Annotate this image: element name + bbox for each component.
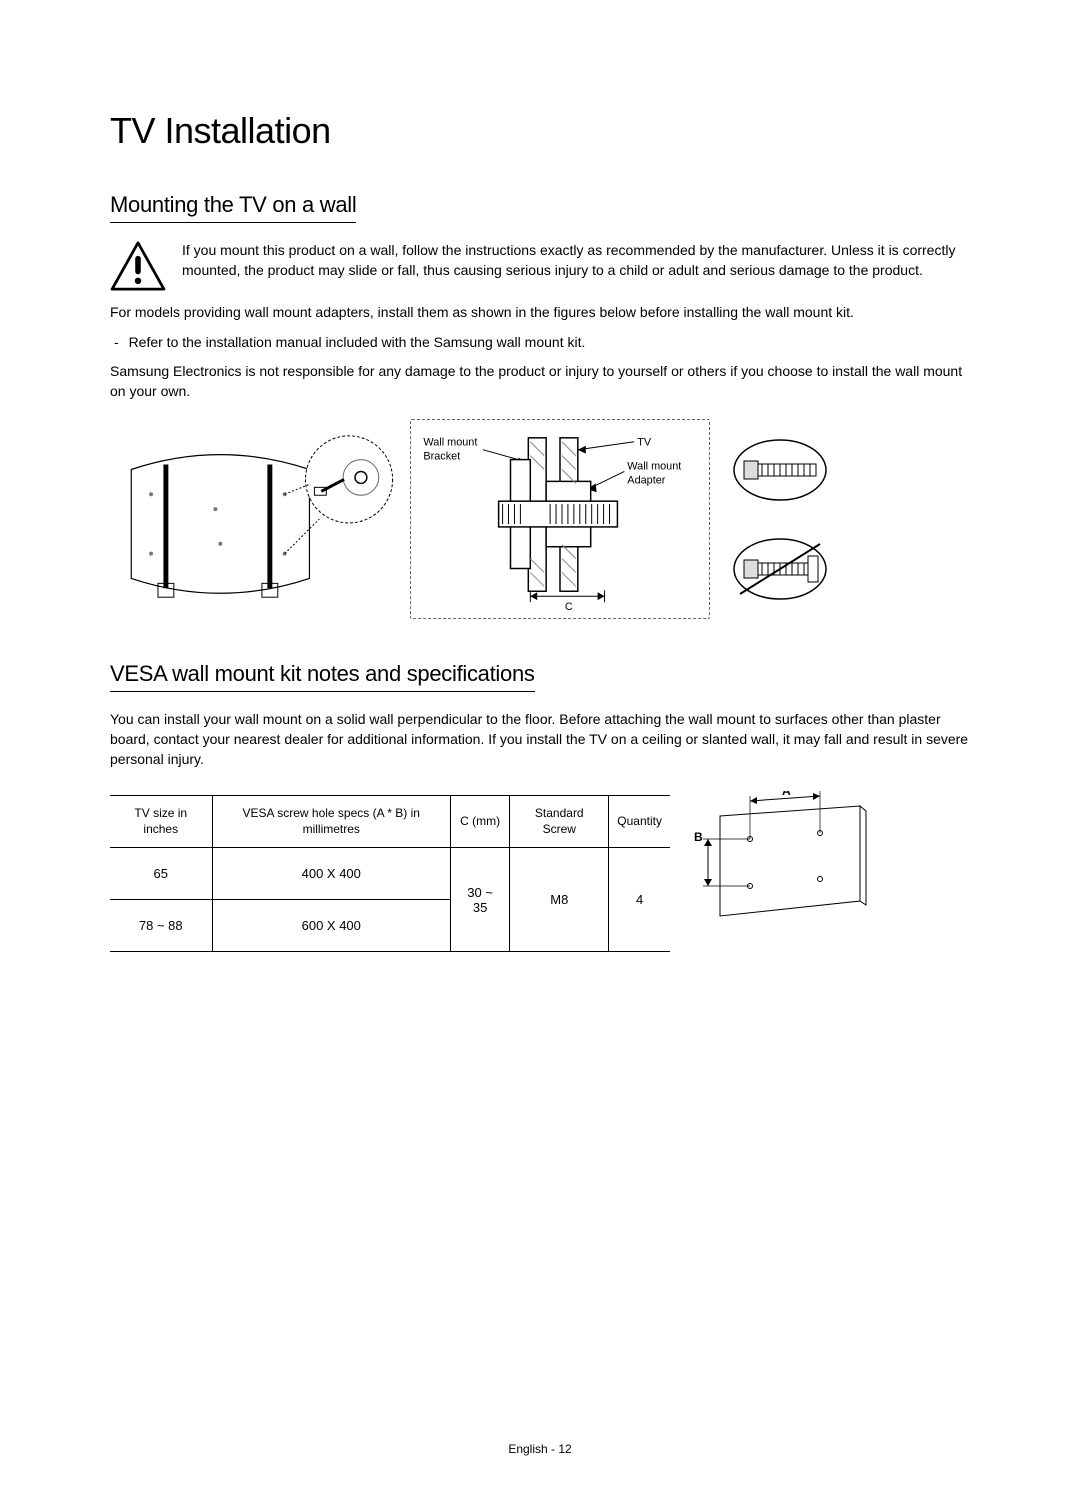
svg-text:Adapter: Adapter bbox=[627, 475, 665, 487]
cell-cmm: 30 ~ 35 bbox=[450, 848, 509, 952]
label-wall-mount-bracket: Wall mount bbox=[423, 437, 477, 449]
bullet-manual: Refer to the installation manual include… bbox=[110, 333, 970, 353]
warning-text: If you mount this product on a wall, fol… bbox=[182, 241, 970, 280]
vesa-ab-diagram-icon: A B bbox=[690, 791, 870, 921]
para-adapters: For models providing wall mount adapters… bbox=[110, 303, 970, 323]
cell-size-0: 65 bbox=[110, 848, 212, 900]
table-header-row: TV size in inches VESA screw hole specs … bbox=[110, 796, 670, 848]
cell-spec-0: 400 X 400 bbox=[212, 848, 450, 900]
cell-spec-1: 600 X 400 bbox=[212, 900, 450, 952]
th-size: TV size in inches bbox=[110, 796, 212, 848]
th-cmm: C (mm) bbox=[450, 796, 509, 848]
vesa-table: TV size in inches VESA screw hole specs … bbox=[110, 795, 670, 952]
warning-block: If you mount this product on a wall, fol… bbox=[110, 241, 970, 291]
section-mounting-heading: Mounting the TV on a wall bbox=[110, 192, 356, 223]
bolt-no-icon bbox=[730, 534, 830, 604]
label-a: A bbox=[782, 791, 791, 798]
para-disclaimer: Samsung Electronics is not responsible f… bbox=[110, 362, 970, 401]
label-c: C bbox=[565, 601, 573, 613]
vesa-table-wrap: TV size in inches VESA screw hole specs … bbox=[110, 779, 970, 952]
figure-row: Wall mount Bracket TV Wall mount Adapter bbox=[110, 419, 970, 619]
figure-tv-rear-icon bbox=[110, 419, 400, 619]
table-row: 65 400 X 400 30 ~ 35 M8 4 bbox=[110, 848, 670, 900]
section-vesa-heading: VESA wall mount kit notes and specificat… bbox=[110, 661, 535, 692]
figure-cross-section-icon: Wall mount Bracket TV Wall mount Adapter bbox=[410, 419, 710, 619]
label-adapter: Wall mount bbox=[627, 461, 681, 473]
cell-screw: M8 bbox=[510, 848, 609, 952]
page-footer: English - 12 bbox=[0, 1442, 1080, 1456]
label-tv: TV bbox=[637, 437, 652, 449]
label-b: B bbox=[694, 830, 703, 844]
th-qty: Quantity bbox=[609, 796, 670, 848]
cell-qty: 4 bbox=[609, 848, 670, 952]
th-screw: Standard Screw bbox=[510, 796, 609, 848]
cell-size-1: 78 ~ 88 bbox=[110, 900, 212, 952]
vesa-para: You can install your wall mount on a sol… bbox=[110, 710, 970, 769]
page-title: TV Installation bbox=[110, 110, 970, 152]
warning-triangle-icon bbox=[110, 241, 166, 291]
th-spec: VESA screw hole specs (A * B) in millime… bbox=[212, 796, 450, 848]
svg-text:Bracket: Bracket bbox=[423, 451, 460, 463]
bolt-ok-icon bbox=[730, 435, 830, 505]
figure-bolts-icon bbox=[720, 419, 840, 619]
